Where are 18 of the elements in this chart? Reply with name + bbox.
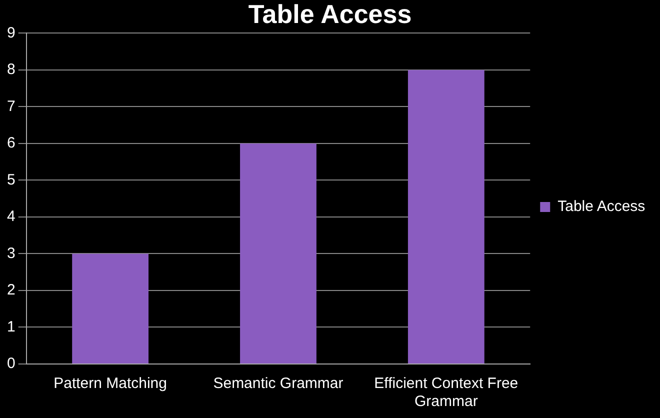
- y-tick-label: 6: [7, 134, 16, 152]
- y-tick-label: 1: [7, 318, 16, 336]
- y-tick-label: 9: [7, 24, 16, 42]
- y-tick-label: 7: [7, 98, 16, 115]
- y-tick-label: 0: [7, 355, 16, 372]
- bar: [408, 70, 484, 364]
- legend-label: Table Access: [558, 198, 646, 216]
- y-tick-label: 2: [7, 282, 16, 299]
- y-tick-label: 3: [7, 244, 16, 262]
- x-tick-label: Pattern Matching: [54, 375, 168, 392]
- x-tick-label: Semantic Grammar: [213, 375, 344, 392]
- chart-title: Table Access: [248, 0, 412, 29]
- bar: [72, 254, 149, 364]
- x-tick-label: Efficient Context Free Grammar: [374, 375, 518, 410]
- y-tick-label: 4: [7, 208, 16, 226]
- y-tick-label: 8: [7, 61, 16, 78]
- y-tick-label: 5: [7, 171, 16, 188]
- bar: [240, 143, 316, 364]
